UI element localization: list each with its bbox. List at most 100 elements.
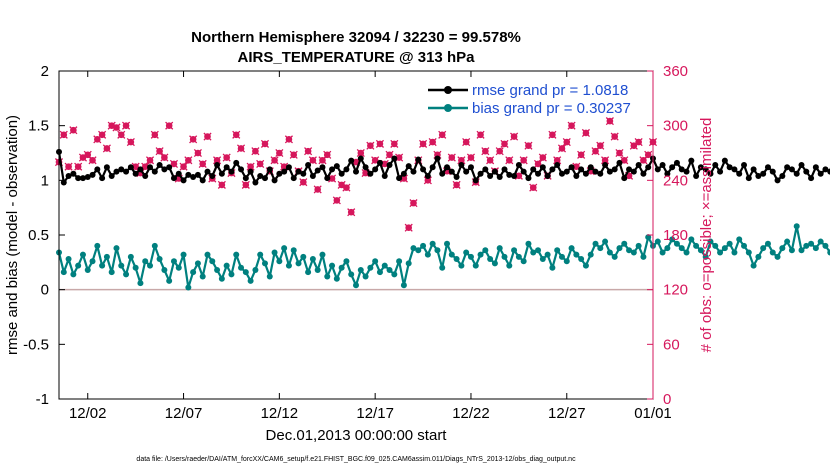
rmse-point <box>736 170 743 177</box>
bias-point <box>769 249 776 256</box>
bias-point <box>367 264 374 271</box>
rmse-point <box>381 172 388 179</box>
rmse-point <box>664 170 671 177</box>
bias-point <box>386 266 393 273</box>
obs-count-point <box>165 121 174 130</box>
rmse-point <box>424 172 431 179</box>
obs-assimilated-marker <box>538 153 547 162</box>
bias-point <box>338 264 345 271</box>
bias-point <box>482 247 489 254</box>
bias-point <box>161 266 168 273</box>
bias-point <box>659 249 666 256</box>
rmse-point <box>592 168 599 175</box>
obs-count-point <box>529 183 538 192</box>
bias-point <box>204 251 211 258</box>
obs-count-point <box>423 176 432 185</box>
bias-point <box>415 247 422 254</box>
obs-assimilated-marker <box>466 153 476 162</box>
obs-assimilated-marker <box>217 180 226 189</box>
y-right-tick-label: 60 <box>663 336 680 353</box>
obs-count-point <box>112 123 121 132</box>
bias-point <box>439 264 446 271</box>
data-series <box>56 148 830 291</box>
obs-count-point <box>289 150 298 159</box>
obs-assimilated-marker <box>495 147 504 156</box>
bias-point <box>535 247 542 254</box>
bias-point <box>420 242 427 249</box>
obs-count-point <box>184 156 193 165</box>
bias-point <box>103 253 110 260</box>
y-right-tick-label: 180 <box>663 227 688 244</box>
bias-point <box>70 271 77 278</box>
obs-assimilated-marker <box>481 147 490 156</box>
obs-assimilated-marker <box>557 144 567 153</box>
bias-point <box>664 245 671 252</box>
obs-assimilated-marker <box>313 185 322 194</box>
bias-point <box>242 269 249 276</box>
bias-point <box>151 242 158 249</box>
bias-point <box>118 262 125 269</box>
bias-point <box>774 253 781 260</box>
bias-point <box>721 245 728 252</box>
obs-assimilated-marker <box>64 162 73 171</box>
x-tick-label: 12/17 <box>356 405 394 422</box>
bias-point <box>817 238 824 245</box>
rmse-point <box>745 175 752 182</box>
bias-point <box>333 275 340 282</box>
rmse-point <box>463 168 470 175</box>
obs-count-point <box>447 153 456 162</box>
rmse-point <box>238 166 245 173</box>
rmse-point <box>79 175 86 182</box>
rmse-point <box>281 168 288 175</box>
rmse-point <box>640 170 647 177</box>
rmse-point <box>788 166 795 173</box>
obs-assimilated-marker <box>126 138 135 147</box>
bias-point <box>314 266 321 273</box>
obs-assimilated-marker <box>428 138 437 147</box>
bias-point <box>635 242 642 249</box>
rmse-point <box>218 170 225 177</box>
obs-assimilated-marker <box>165 121 174 130</box>
obs-count-point <box>428 138 437 147</box>
obs-count-point <box>481 147 490 156</box>
rmse-point <box>673 159 680 166</box>
obs-count-point <box>495 147 504 156</box>
obs-count-point <box>519 156 528 165</box>
bias-point <box>501 253 508 260</box>
bias-point <box>827 249 830 256</box>
obs-count-point <box>577 150 586 159</box>
rmse-point <box>606 168 613 175</box>
bias-point <box>180 251 187 258</box>
rmse-point <box>127 164 134 171</box>
bias-point <box>760 245 767 252</box>
bias-point <box>606 249 613 256</box>
rmse-point <box>434 155 441 162</box>
obs-count-point <box>98 130 107 139</box>
bias-point <box>803 242 810 249</box>
bias-point <box>353 282 359 289</box>
obs-assimilated-marker <box>562 138 571 147</box>
rmse-point <box>410 168 417 175</box>
bias-point <box>142 258 149 265</box>
rmse-point <box>582 170 589 177</box>
obs-assimilated-marker <box>409 199 418 208</box>
y-right-tick-label: 300 <box>663 118 688 135</box>
obs-count-point <box>462 138 471 147</box>
bias-point <box>467 253 474 260</box>
obs-count-point <box>308 156 317 165</box>
bias-point <box>784 238 791 245</box>
obs-assimilated-marker <box>112 123 121 132</box>
rmse-point <box>400 170 407 177</box>
obs-count-point <box>270 156 279 165</box>
bias-point <box>731 249 738 256</box>
obs-count-point <box>217 180 226 189</box>
obs-assimilated-marker <box>308 156 317 165</box>
rmse-point <box>199 177 206 184</box>
rmse-point <box>764 164 771 171</box>
rmse-point <box>415 156 422 163</box>
obs-count-point <box>404 223 413 232</box>
obs-count-point <box>203 132 212 141</box>
bias-point <box>673 240 680 247</box>
obs-count-point <box>366 141 375 150</box>
obs-assimilated-marker <box>189 135 198 144</box>
